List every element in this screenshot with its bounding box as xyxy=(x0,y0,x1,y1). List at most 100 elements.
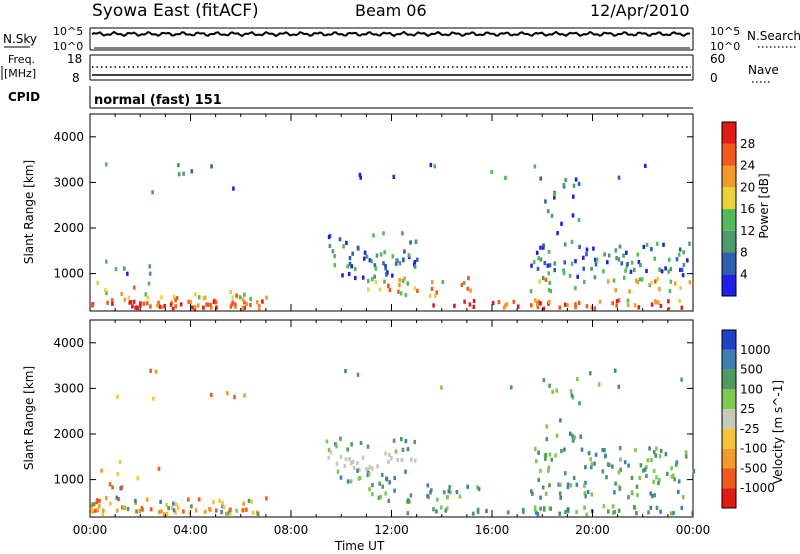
echo-cell xyxy=(463,299,466,304)
nsky-tick-bottom: 10^0 xyxy=(53,40,83,53)
velocity-colorbar-tick: 25 xyxy=(740,402,755,416)
power-colorbar-tick: 20 xyxy=(740,180,755,194)
echo-cell xyxy=(544,277,548,282)
echo-cell xyxy=(339,475,343,480)
echo-cell xyxy=(650,247,653,252)
echo-cell xyxy=(594,257,597,262)
velocity-colorbar: Velocity [m s^-1] 1000 500 100 25 -25 -100 -50… xyxy=(721,329,785,509)
echo-cell xyxy=(551,389,554,394)
echo-cell xyxy=(545,424,549,429)
echo-cell xyxy=(378,481,381,486)
echo-cell xyxy=(571,213,575,218)
power-colorbar-swatch xyxy=(722,230,736,253)
echo-cell xyxy=(351,459,355,464)
echo-cell xyxy=(577,218,581,223)
echo-cell xyxy=(618,244,622,249)
echo-cell xyxy=(546,263,550,268)
echo-cell xyxy=(139,301,142,306)
echo-cell xyxy=(388,287,392,293)
echo-cell xyxy=(341,273,344,278)
echo-cell xyxy=(575,509,578,515)
power-colorbar-swatch xyxy=(722,209,736,231)
echo-cell xyxy=(372,233,375,238)
echo-cell xyxy=(182,171,185,176)
echo-cell xyxy=(458,494,462,499)
echo-cell xyxy=(222,505,226,510)
echo-cell xyxy=(594,262,598,267)
echo-cell xyxy=(363,250,367,255)
power-colorbar-swatch xyxy=(722,274,736,297)
echo-cell xyxy=(159,499,162,504)
echo-cell xyxy=(394,261,398,266)
echo-cell xyxy=(674,281,677,286)
echo-cell xyxy=(677,489,680,494)
echo-cell xyxy=(550,457,554,462)
echo-cell xyxy=(348,457,351,462)
echo-cell xyxy=(535,250,539,255)
echo-cell xyxy=(554,453,557,458)
velocity-colorbar-frame xyxy=(721,329,737,509)
echo-cell xyxy=(597,382,601,387)
echo-cell xyxy=(132,299,136,304)
echo-cell xyxy=(243,292,246,297)
echo-cell xyxy=(541,276,545,281)
echo-cell xyxy=(233,394,236,400)
echo-cell xyxy=(401,231,404,236)
echo-cell xyxy=(235,508,238,513)
echo-cell xyxy=(429,162,433,168)
echo-cell xyxy=(557,482,560,487)
echo-cell xyxy=(563,447,566,452)
power-colorbar: Power [dB] 4 8 12 16 20 24 28 xyxy=(721,121,771,297)
echo-cell xyxy=(158,510,161,515)
echo-cell xyxy=(234,302,237,307)
echo-cell xyxy=(536,512,540,517)
echo-cell xyxy=(455,490,459,495)
x-tick-label: 00:00 xyxy=(73,523,108,537)
echo-cell xyxy=(243,300,246,305)
velocity-colorbar-tick: 100 xyxy=(740,382,763,396)
echo-cell xyxy=(679,267,682,272)
echo-cell xyxy=(681,495,685,500)
echo-cell xyxy=(358,172,362,177)
echo-cell xyxy=(114,266,118,272)
echo-cell xyxy=(256,511,260,516)
velocity-heatmap xyxy=(90,368,696,517)
echo-cell xyxy=(393,475,396,481)
echo-cell xyxy=(210,164,213,169)
velocity-colorbar-swatch xyxy=(722,349,736,370)
echo-cell xyxy=(536,302,539,307)
echo-cell xyxy=(584,465,587,470)
echo-cell xyxy=(688,280,692,285)
echo-cell xyxy=(648,446,651,451)
echo-cell xyxy=(629,269,633,274)
echo-cell xyxy=(256,300,259,305)
echo-cell xyxy=(349,479,353,484)
echo-cell xyxy=(133,285,136,290)
echo-cell xyxy=(682,262,686,267)
echo-cell xyxy=(574,302,577,307)
echo-cell xyxy=(228,511,232,516)
echo-cell xyxy=(692,469,696,474)
echo-cell xyxy=(385,272,388,277)
echo-cell xyxy=(553,261,557,266)
echo-cell xyxy=(359,175,362,180)
echo-cell xyxy=(145,301,149,306)
echo-cell xyxy=(680,505,684,510)
echo-cell xyxy=(638,277,642,282)
echo-cell xyxy=(171,306,175,312)
echo-cell xyxy=(472,511,475,516)
echo-cell xyxy=(625,250,628,255)
echo-cell xyxy=(625,264,629,269)
echo-cell xyxy=(347,271,351,277)
echo-cell xyxy=(594,452,598,457)
echo-cell xyxy=(648,283,652,288)
echo-cell xyxy=(590,462,594,467)
echo-cell xyxy=(140,506,144,511)
echo-cell xyxy=(384,451,387,456)
echo-cell xyxy=(682,250,685,255)
nsky-tick-top: 10^5 xyxy=(53,25,83,38)
echo-cell xyxy=(367,287,370,292)
echo-cell xyxy=(664,452,668,457)
echo-cell xyxy=(614,248,618,253)
echo-cell xyxy=(390,456,393,461)
